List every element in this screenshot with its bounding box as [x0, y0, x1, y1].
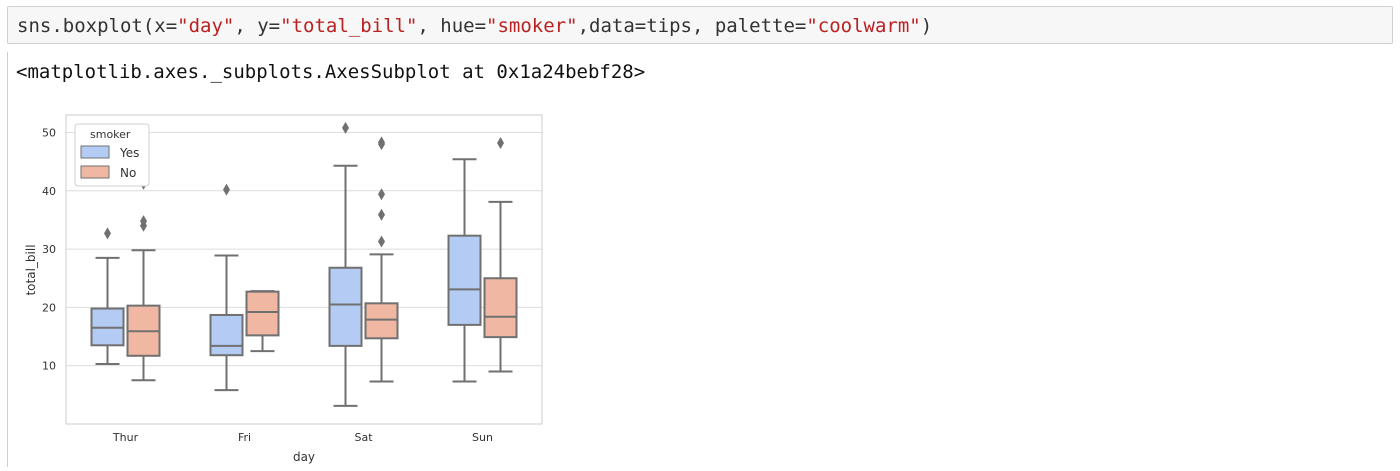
y-tick-label-20: 20	[42, 301, 56, 314]
box-sun-no	[483, 277, 518, 339]
code-token-data-palette-args: ,data=tips, palette=	[577, 15, 807, 37]
y-tick-labels: 10 20 30 40 50	[42, 126, 56, 372]
code-token-string-smoker: "smoker"	[486, 15, 578, 37]
box-group-fri-no	[245, 290, 280, 353]
axes-frame	[65, 114, 543, 425]
outlier-fri-yes-0	[223, 183, 230, 196]
output-repr-text: <matplotlib.axes._subplots.AxesSubplot a…	[16, 61, 646, 83]
x-axis-label: day	[293, 450, 315, 464]
outlier-sat-no-4	[378, 136, 385, 149]
code-token-string-day: "day"	[177, 15, 235, 37]
box-group-sat-no	[364, 136, 399, 383]
code-input-cell[interactable]: sns.boxplot(x="day", y="total_bill", hue…	[7, 6, 1393, 44]
code-token-call: sns.boxplot(x=	[17, 15, 178, 37]
box-group-sun-yes	[447, 158, 482, 383]
code-token-close-paren: )	[920, 15, 933, 37]
y-axis-label: total_bill	[24, 244, 38, 295]
legend-swatch-yes	[80, 145, 110, 159]
box-group-sat-yes	[328, 121, 363, 407]
y-tick-label-40: 40	[42, 185, 56, 198]
box-group-sun-no	[483, 136, 518, 373]
legend-label-no: No	[120, 166, 136, 180]
box-sun-yes	[447, 234, 482, 326]
y-tick-label-30: 30	[42, 243, 56, 256]
box-groups	[90, 121, 518, 407]
legend: smoker Yes No	[74, 123, 150, 187]
code-line[interactable]: sns.boxplot(x="day", y="total_bill", hue…	[17, 15, 932, 37]
box-sat-no	[364, 302, 399, 340]
x-tick-labels: Thur Fri Sat Sun	[112, 431, 493, 444]
x-tick-label-thur: Thur	[112, 431, 139, 444]
box-fri-no	[245, 290, 280, 337]
legend-title: smoker	[90, 128, 131, 141]
code-token-string-coolwarm: "coolwarm"	[806, 15, 921, 37]
box-group-thur-yes	[90, 227, 125, 365]
outlier-sat-no-2	[378, 188, 385, 201]
box-group-fri-yes	[209, 183, 244, 392]
y-tick-label-10: 10	[42, 360, 56, 373]
y-tick-label-50: 50	[42, 126, 56, 139]
outlier-sat-no-0	[378, 235, 385, 248]
x-tick-label-sun: Sun	[472, 431, 493, 444]
box-fri-yes	[209, 313, 244, 357]
outlier-sat-no-1	[378, 208, 385, 221]
cell-output-area: <matplotlib.axes._subplots.AxesSubplot a…	[7, 52, 1400, 467]
code-token-hue-arg: , hue=	[417, 15, 487, 37]
outlier-thur-yes-0	[104, 227, 111, 240]
outlier-thur-no-1	[140, 215, 147, 228]
outlier-sun-no-0	[497, 136, 504, 149]
box-sat-yes	[328, 266, 363, 347]
plot-output: 10 20 30 40 50 Thur Fri Sat Sun day total_bill …	[0, 0, 560, 471]
code-token-y-arg: , y=	[234, 15, 281, 37]
legend-label-yes: Yes	[119, 146, 139, 160]
x-tick-label-fri: Fri	[238, 431, 251, 444]
box-group-thur-no	[126, 177, 161, 382]
x-tick-label-sat: Sat	[354, 431, 373, 444]
outlier-sat-yes-0	[342, 121, 349, 134]
code-token-string-total-bill: "total_bill"	[280, 15, 418, 37]
legend-swatch-no	[80, 165, 110, 179]
